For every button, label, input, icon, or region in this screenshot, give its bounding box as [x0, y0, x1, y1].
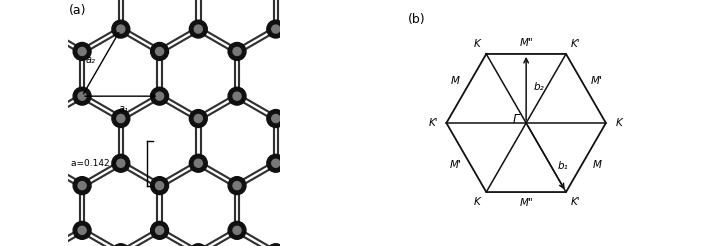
- Circle shape: [73, 221, 91, 239]
- Text: b₂: b₂: [534, 82, 545, 92]
- Circle shape: [267, 244, 284, 246]
- Text: M": M": [519, 198, 533, 208]
- Circle shape: [156, 47, 164, 55]
- Circle shape: [117, 114, 125, 123]
- Circle shape: [112, 154, 130, 172]
- Text: K': K': [571, 39, 580, 49]
- Circle shape: [151, 177, 169, 195]
- Circle shape: [228, 177, 246, 195]
- Circle shape: [117, 25, 125, 33]
- Circle shape: [78, 226, 86, 234]
- Circle shape: [267, 109, 284, 127]
- Circle shape: [156, 92, 164, 100]
- Text: M': M': [591, 76, 603, 86]
- Text: K': K': [429, 118, 439, 128]
- Circle shape: [233, 226, 241, 234]
- Circle shape: [194, 159, 203, 167]
- Text: M": M": [519, 38, 533, 48]
- Circle shape: [78, 182, 86, 190]
- Circle shape: [151, 87, 169, 105]
- Text: a=0.142 nm: a=0.142 nm: [71, 159, 127, 168]
- Text: M: M: [592, 160, 602, 170]
- Circle shape: [112, 20, 130, 38]
- Circle shape: [194, 114, 203, 123]
- Text: K: K: [474, 197, 480, 207]
- Circle shape: [228, 87, 246, 105]
- Text: b₁: b₁: [557, 161, 568, 171]
- Circle shape: [233, 182, 241, 190]
- Circle shape: [267, 154, 284, 172]
- Text: Γ: Γ: [513, 112, 519, 125]
- Text: K': K': [571, 197, 580, 207]
- Circle shape: [272, 25, 280, 33]
- Circle shape: [78, 47, 86, 55]
- Circle shape: [112, 109, 130, 127]
- Circle shape: [272, 114, 280, 123]
- Circle shape: [73, 87, 91, 105]
- Circle shape: [73, 43, 91, 60]
- Circle shape: [151, 43, 169, 60]
- Circle shape: [189, 244, 207, 246]
- Circle shape: [189, 109, 207, 127]
- Circle shape: [73, 177, 91, 195]
- Circle shape: [228, 221, 246, 239]
- Circle shape: [117, 159, 125, 167]
- Circle shape: [156, 182, 164, 190]
- Circle shape: [194, 25, 203, 33]
- Circle shape: [78, 92, 86, 100]
- Text: K: K: [615, 118, 622, 128]
- Circle shape: [112, 244, 130, 246]
- Text: a₂: a₂: [85, 55, 95, 65]
- Circle shape: [189, 154, 207, 172]
- Text: a₁: a₁: [118, 104, 128, 114]
- Text: M': M': [449, 160, 461, 170]
- Circle shape: [151, 221, 169, 239]
- Circle shape: [189, 20, 207, 38]
- Circle shape: [267, 20, 284, 38]
- Text: K: K: [474, 39, 480, 49]
- Text: M: M: [451, 76, 460, 86]
- Circle shape: [233, 47, 241, 55]
- Circle shape: [156, 226, 164, 234]
- Circle shape: [228, 43, 246, 60]
- Circle shape: [233, 92, 241, 100]
- Text: (b): (b): [408, 13, 426, 26]
- Circle shape: [272, 159, 280, 167]
- Text: (a): (a): [69, 4, 87, 17]
